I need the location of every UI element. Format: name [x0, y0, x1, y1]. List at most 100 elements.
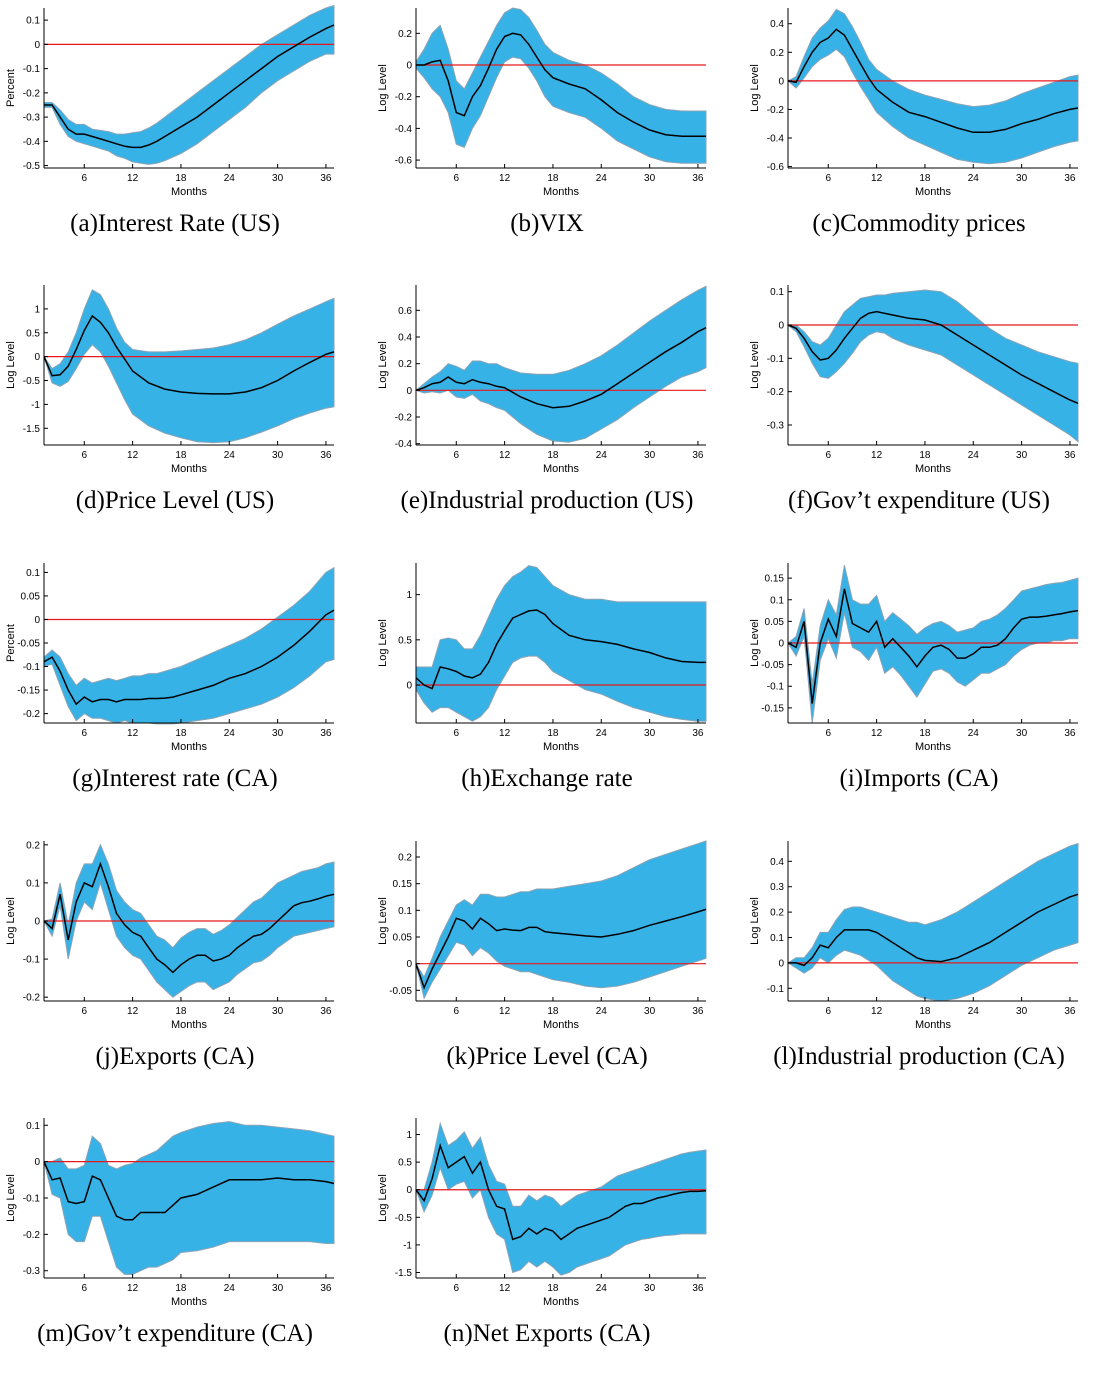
confidence-band: [787, 8, 1079, 165]
y-tick-label: -0.2: [395, 413, 413, 424]
y-tick-label: -0.1: [23, 955, 41, 966]
x-tick-label: 18: [919, 1006, 931, 1017]
x-tick-label: 30: [1016, 450, 1028, 461]
y-tick-label: 0: [778, 321, 784, 332]
y-axis-label: Log Level: [749, 619, 761, 667]
x-tick-label: 36: [320, 728, 332, 739]
y-tick-label: -0.5: [395, 1213, 413, 1224]
x-tick-label: 18: [547, 728, 559, 739]
chart-panel-b: 6 12 18 24 30 36 -0.6 -0.4 -0.2 0 0.2 Months Log Lev…: [372, 0, 722, 265]
chart-g: 6 12 18 24 30 36 -0.2 -0.15 -0.1 -0.05 0 0.05 0.1 Mon…: [5, 563, 335, 753]
chart-d: 6 12 18 24 30 36 -1.5 -1 -0.5 0 0.5 1 Months Log Leve…: [5, 285, 335, 475]
confidence-band: [415, 565, 707, 722]
y-tick-label: 0: [34, 917, 40, 928]
x-tick-label: 30: [644, 450, 656, 461]
median-response-line: [787, 28, 1079, 134]
x-tick-label: 18: [175, 450, 187, 461]
x-tick-label: 12: [499, 450, 511, 461]
x-tick-label: 24: [596, 173, 608, 184]
x-tick-label: 6: [453, 728, 459, 739]
x-tick-label: 24: [224, 450, 236, 461]
chart-panel-n: 6 12 18 24 30 36 -1.5 -1 -0.5 0 0.5 1 Months Log Leve…: [372, 1110, 722, 1375]
y-tick-label: -0.3: [23, 113, 41, 124]
y-tick-label: -0.1: [23, 662, 41, 673]
x-tick-label: 6: [81, 1283, 87, 1294]
y-tick-label: 0: [778, 958, 784, 969]
x-tick-label: 12: [127, 173, 139, 184]
y-tick-label: 0: [34, 1157, 40, 1168]
x-tick-label: 24: [224, 173, 236, 184]
chart-panel-m: 6 12 18 24 30 36 -0.3 -0.2 -0.1 0 0.1 Months Log Lev…: [0, 1110, 350, 1375]
x-tick-label: 18: [547, 1006, 559, 1017]
y-tick-label: 1: [406, 1130, 412, 1141]
x-axis-label: Months: [171, 1019, 208, 1031]
x-tick-label: 30: [272, 173, 284, 184]
median-response-line: [788, 893, 1079, 967]
chart-panel-h: 6 12 18 24 30 36 0 0.5 1 Months Log Level (h)Exchan…: [372, 555, 722, 820]
y-tick-label: 0.2: [398, 29, 412, 40]
chart-n: 6 12 18 24 30 36 -1.5 -1 -0.5 0 0.5 1 Months Log Leve…: [377, 1118, 707, 1308]
panel-caption: (c)Commodity prices: [812, 210, 1026, 237]
x-tick-label: 36: [1064, 1006, 1076, 1017]
chart-m: 6 12 18 24 30 36 -0.3 -0.2 -0.1 0 0.1 Months Log Lev…: [5, 1118, 335, 1308]
x-tick-label: 36: [320, 1283, 332, 1294]
panel-caption: (d)Price Level (US): [75, 487, 275, 514]
y-tick-label: 0.05: [765, 617, 785, 628]
y-tick-label: 1: [34, 304, 40, 315]
y-tick-label: -1: [31, 400, 40, 411]
x-tick-label: 24: [596, 728, 608, 739]
y-axis-label: Percent: [5, 69, 17, 107]
y-tick-label: 0.1: [770, 595, 784, 606]
chart-panel-j: 6 12 18 24 30 36 -0.2 -0.1 0 0.1 0.2 Months Log Leve…: [0, 833, 350, 1098]
median-response-line: [43, 1161, 335, 1221]
chart-h: 6 12 18 24 30 36 0 0.5 1 Months Log Level: [377, 563, 707, 753]
chart-panel-k: 6 12 18 24 30 36 -0.05 0 0.05 0.1 0.15 0.2 Months Log…: [372, 833, 722, 1098]
y-tick-label: -0.1: [767, 984, 785, 995]
x-tick-label: 12: [127, 1006, 139, 1017]
y-tick-label: -1: [403, 1240, 412, 1251]
y-tick-label: 0.05: [21, 591, 41, 602]
x-tick-label: 36: [320, 450, 332, 461]
x-tick-label: 36: [320, 1006, 332, 1017]
y-tick-label: -0.1: [23, 64, 41, 75]
y-tick-label: 0.2: [26, 840, 40, 851]
y-axis-label: Log Level: [749, 64, 761, 112]
x-tick-label: 36: [1064, 450, 1076, 461]
x-tick-label: 24: [968, 728, 980, 739]
chart-panel-e: 6 12 18 24 30 36 -0.4 -0.2 0 0.2 0.4 0.6 Months Log L…: [372, 277, 722, 542]
y-tick-label: 0.15: [765, 574, 785, 585]
panel-caption: (a)Interest Rate (US): [70, 210, 280, 237]
x-tick-label: 30: [1016, 1006, 1028, 1017]
x-tick-label: 24: [968, 450, 980, 461]
median-response-line: [43, 609, 335, 706]
x-axis-label: Months: [915, 186, 952, 198]
x-tick-label: 6: [81, 173, 87, 184]
x-tick-label: 12: [871, 450, 883, 461]
y-tick-label: -0.4: [395, 124, 413, 135]
y-tick-label: -0.2: [767, 387, 785, 398]
y-tick-label: -0.6: [767, 162, 785, 173]
x-tick-label: 24: [224, 1006, 236, 1017]
y-tick-label: -0.2: [395, 92, 413, 103]
x-tick-label: 30: [644, 173, 656, 184]
x-tick-label: 6: [81, 1006, 87, 1017]
y-axis-label: Log Level: [377, 341, 389, 389]
x-tick-label: 12: [871, 1006, 883, 1017]
x-tick-label: 6: [453, 1283, 459, 1294]
x-tick-label: 36: [692, 173, 704, 184]
confidence-band: [43, 566, 335, 725]
chart-panel-c: 6 12 18 24 30 36 -0.6 -0.4 -0.2 0 0.2 0.4 Months Log …: [744, 0, 1094, 265]
y-tick-label: 0.1: [770, 287, 784, 298]
median-response-line: [415, 327, 707, 409]
x-axis-label: Months: [915, 741, 952, 753]
chart-panel-a: 6 12 18 24 30 36 -0.5 -0.4 -0.3 -0.2 -0.1 0 0.1 Month…: [0, 0, 350, 265]
y-tick-label: 0.1: [26, 568, 40, 579]
y-tick-label: 0.1: [770, 933, 784, 944]
x-tick-label: 18: [175, 173, 187, 184]
x-axis-label: Months: [171, 741, 208, 753]
chart-f: 6 12 18 24 30 36 -0.3 -0.2 -0.1 0 0.1 Months Log Lev…: [749, 285, 1079, 475]
x-tick-label: 30: [1016, 173, 1028, 184]
y-tick-label: 0: [406, 681, 412, 692]
median-response-line: [415, 609, 706, 690]
y-tick-label: -0.3: [23, 1266, 41, 1277]
